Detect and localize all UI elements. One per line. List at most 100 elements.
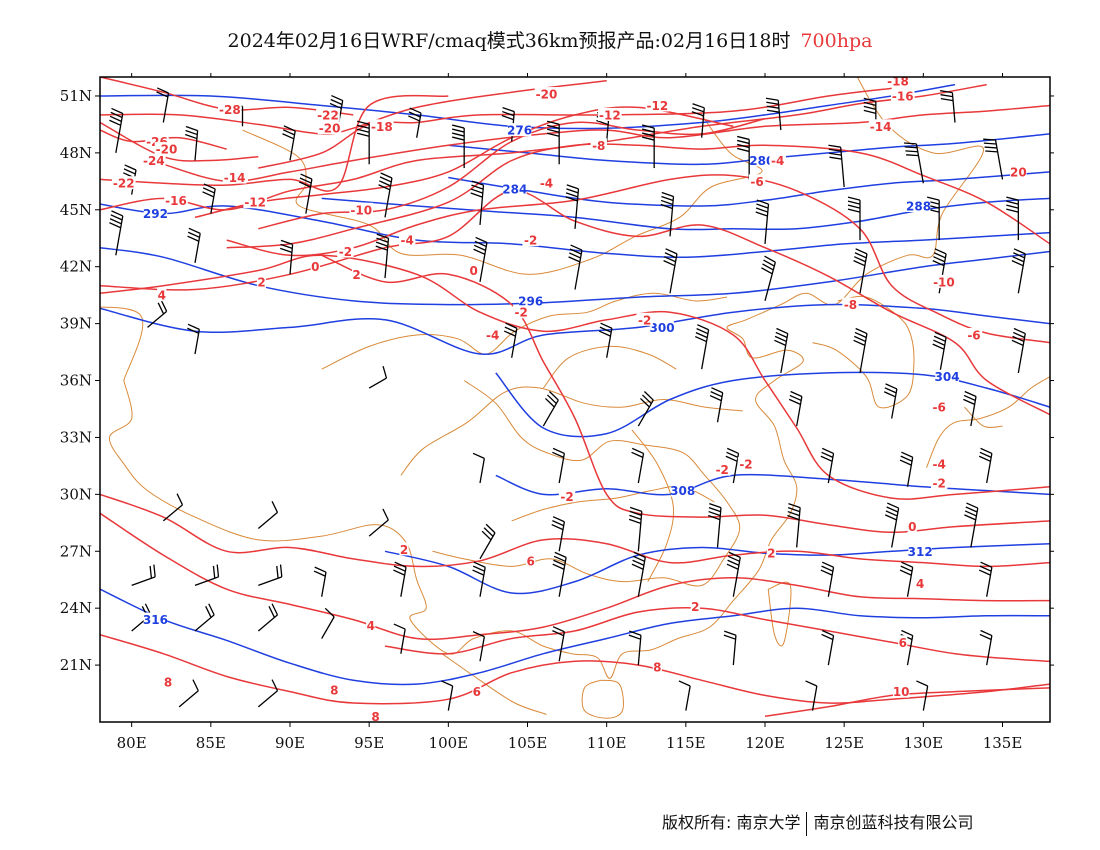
wind-barb-feather xyxy=(357,120,370,125)
wind-barb-shaft xyxy=(162,504,183,522)
footer-credits: 版权所有: 南京大学 南京创蓝科技有限公司 xyxy=(662,809,974,836)
wind-barb xyxy=(723,630,737,666)
wind-barb-shaft xyxy=(716,392,724,423)
wind-barb-feather xyxy=(853,260,866,267)
lat-label: 21N xyxy=(60,656,92,674)
wind-barb xyxy=(472,631,485,662)
wind-barb-feather xyxy=(979,451,992,458)
wind-barb-feather xyxy=(279,564,283,577)
wind-barb xyxy=(194,603,215,632)
axis-layer: 80E 85E 90E 95E 100E 105E 110E 115E 120E 125E 130E… xyxy=(60,73,1054,752)
wind-barb-shaft xyxy=(764,262,776,302)
temperature-label-bg xyxy=(349,202,374,216)
wind-barb-feather xyxy=(205,606,212,618)
wind-barb-feather xyxy=(906,154,919,157)
wind-barb-feather xyxy=(551,523,564,531)
wind-barb-feather xyxy=(187,235,200,242)
wind-barb-feather xyxy=(552,447,565,455)
wind-barb-feather xyxy=(1006,208,1019,213)
geopotential-contour xyxy=(100,588,1050,686)
wind-barb-feather xyxy=(900,565,913,572)
wind-barb-feather xyxy=(978,569,991,576)
lat-label: 24N xyxy=(60,599,92,617)
wind-barb-feather xyxy=(202,187,215,194)
wind-barb-feather xyxy=(271,501,279,513)
temperature-label-bg xyxy=(930,400,948,414)
wind-barb-feather xyxy=(863,101,876,106)
temperature-label-bg xyxy=(598,107,622,121)
wind-barb-feather xyxy=(884,514,897,521)
wind-barb-shaft xyxy=(986,453,993,484)
temperature-label-bg xyxy=(590,138,607,152)
geopotential-contour xyxy=(100,246,1050,306)
wind-barb-shaft xyxy=(637,635,642,666)
wind-barb-feather xyxy=(934,331,947,338)
temperature-label-bg xyxy=(164,193,188,207)
temperature-label-bg xyxy=(868,119,893,133)
temperature-label-bg xyxy=(472,684,482,698)
wind-barb-feather xyxy=(761,267,773,275)
wind-barb-feather xyxy=(661,191,674,198)
wind-barb-feather xyxy=(271,679,279,692)
wind-barb-feather xyxy=(569,248,582,255)
temperature-label: 6 xyxy=(526,554,534,568)
wind-barb-feather xyxy=(547,124,560,129)
wind-barb-feather xyxy=(980,629,993,637)
temperature-label-bg xyxy=(1010,164,1027,178)
wind-barb-shaft xyxy=(891,388,898,419)
geopotential-label-bg xyxy=(143,206,168,220)
wind-barb-feather xyxy=(1011,260,1024,267)
wind-barb-feather xyxy=(737,143,750,149)
wind-barb-feather xyxy=(1012,256,1025,263)
temperature-label-bg xyxy=(558,489,576,503)
wind-barb-feather xyxy=(324,607,335,618)
wind-barb-feather xyxy=(805,680,818,687)
wind-barb-feather xyxy=(376,233,389,239)
wind-barb-feather xyxy=(470,188,484,194)
wind-barb-feather xyxy=(1013,248,1026,255)
wind-barb-feather xyxy=(633,555,645,562)
temperature-label: -10 xyxy=(933,275,955,289)
lat-label: 39N xyxy=(60,315,92,333)
wind-barb-feather xyxy=(829,152,842,156)
temperature-label-bg xyxy=(652,659,662,673)
wind-barb xyxy=(1006,196,1019,241)
wind-barb-feather xyxy=(963,394,976,402)
wind-barb-shaft xyxy=(574,249,583,290)
temperature-label: 4 xyxy=(367,619,375,633)
wind-barb-shaft xyxy=(384,238,390,279)
wind-barb-feather xyxy=(212,565,216,579)
wind-barb-shaft xyxy=(368,377,387,389)
temperature-label: -8 xyxy=(844,298,857,312)
lat-label: 51N xyxy=(60,87,92,105)
wind-barb-feather xyxy=(379,176,392,183)
temperature-label-bg xyxy=(965,328,983,341)
wind-barb-shaft xyxy=(574,188,580,229)
title-main: 2024年02月16日WRF/cmaq模式36km预报产品:02月16日18时 xyxy=(227,30,791,52)
wind-barb-feather xyxy=(111,210,124,217)
wind-barb-shaft xyxy=(906,567,914,597)
temperature-label-bg xyxy=(351,267,362,281)
wind-barb-feather xyxy=(111,107,124,115)
wind-barb-feather xyxy=(847,204,861,209)
wind-barb-feather xyxy=(566,184,579,190)
wind-barb xyxy=(983,138,1004,180)
wind-barb-feather xyxy=(724,630,737,636)
boundary-line xyxy=(812,295,915,409)
wind-barb xyxy=(663,248,678,294)
wind-barb xyxy=(631,447,645,484)
wind-barb-feather xyxy=(663,256,676,263)
wind-barb xyxy=(708,502,722,548)
temperature-label-bg xyxy=(769,153,786,167)
wind-barb-feather xyxy=(726,447,739,455)
wind-barb xyxy=(755,199,770,244)
temperature-label: -18 xyxy=(887,74,909,88)
wind-barb-shaft xyxy=(115,113,124,153)
temperature-label: -14 xyxy=(870,120,892,134)
wind-barb-feather xyxy=(774,339,786,346)
temperature-contour xyxy=(226,174,1050,344)
wind-barb-feather xyxy=(474,240,487,248)
wind-barb-feather xyxy=(1013,331,1025,339)
temperature-label: -2 xyxy=(638,313,651,327)
